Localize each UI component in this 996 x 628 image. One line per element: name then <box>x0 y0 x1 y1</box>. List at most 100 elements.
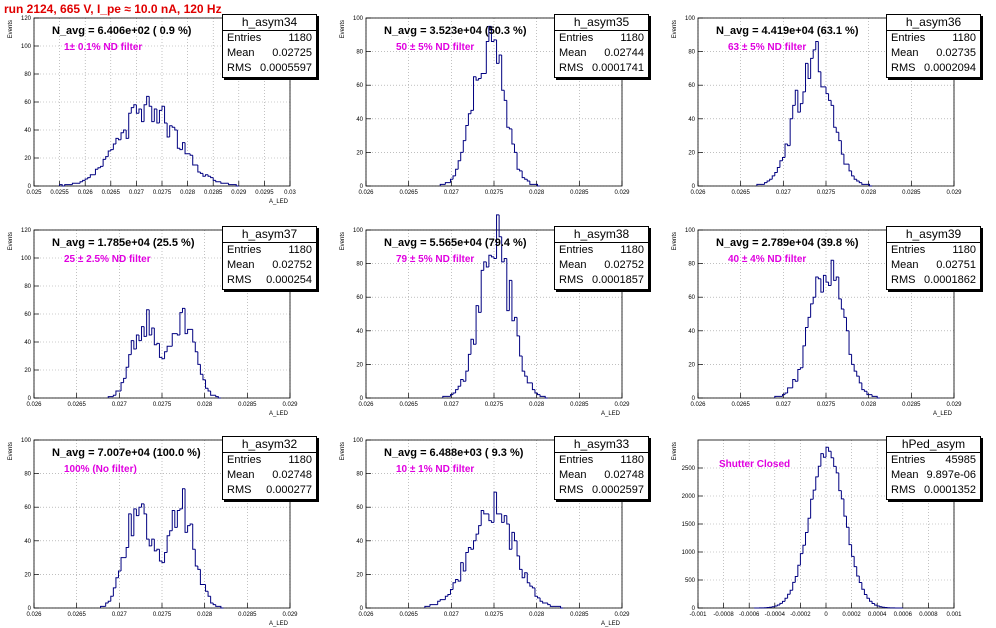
x-tick-label: -0.001 <box>689 612 707 618</box>
stats-rms-value: 0.0001741 <box>592 62 644 74</box>
y-tick-label: 80 <box>356 472 363 478</box>
histogram-panel-hPed_asym: -0.001 -0.0008 -0.0006 -0.0004 -0.0002 0 0.000… <box>664 422 989 628</box>
y-tick-label: 0 <box>28 184 32 190</box>
x-tick-label: 0.0275 <box>817 190 836 196</box>
x-tick-label: 0.0285 <box>902 190 921 196</box>
stats-title: h_asym32 <box>223 437 316 453</box>
stats-rms-value: 0.000277 <box>266 484 312 496</box>
x-tick-label: -0.0002 <box>790 612 811 618</box>
stats-mean-label: Mean <box>227 47 255 59</box>
stats-entries-label: Entries <box>559 454 594 466</box>
filter-annotation: 79 ± 5% ND filter <box>396 254 475 265</box>
stats-mean-row: Mean 0.02752 <box>555 258 648 273</box>
histogram-panel-h_asym35: 0.026 0.0265 0.027 0.0275 0.028 0.0285 0.029 0 2… <box>332 0 657 206</box>
stats-entries-row: Entries 1180 <box>887 243 980 258</box>
x-tick-label: -0.0008 <box>713 612 734 618</box>
stats-rms-label: RMS <box>891 274 916 286</box>
x-tick-label: 0.026 <box>26 612 42 618</box>
y-tick-label: 100 <box>353 228 364 234</box>
x-tick-label: 0.026 <box>358 190 374 196</box>
y-tick-label: 100 <box>353 438 364 444</box>
x-tick-label: 0.0275 <box>485 402 504 408</box>
x-tick-label: 0.0295 <box>255 190 274 196</box>
histogram-bins <box>107 307 221 399</box>
y-tick-label: 80 <box>24 472 31 478</box>
histogram-line <box>424 491 564 609</box>
stats-entries-row: Entries 45985 <box>887 453 980 468</box>
stats-entries-value: 45985 <box>945 454 976 466</box>
y-tick-label: 0 <box>360 184 364 190</box>
stats-rms-row: RMS 0.0001857 <box>555 273 648 288</box>
stats-mean-label: Mean <box>559 469 587 481</box>
y-tick-label: 60 <box>356 295 363 301</box>
x-tick-label: 0.027 <box>112 612 128 618</box>
x-tick-label: 0.028 <box>197 402 213 408</box>
stats-rms-label: RMS <box>227 274 252 286</box>
x-tick-label: 0.0265 <box>102 190 121 196</box>
x-tick-label: 0.0265 <box>67 402 86 408</box>
stats-entries-label: Entries <box>227 244 262 256</box>
stats-entries-row: Entries 1180 <box>555 243 648 258</box>
y-tick-label: 120 <box>21 228 32 234</box>
stats-box: hPed_asym Entries 45985 Mean 9.897e-06 RMS 0.0… <box>886 436 981 500</box>
histogram-line <box>442 214 548 399</box>
y-tick-label: 100 <box>685 228 696 234</box>
histogram-bins <box>442 214 548 399</box>
x-tick-label: 0.029 <box>614 402 630 408</box>
y-tick-label: 500 <box>685 578 696 584</box>
x-tick-label: 0.0285 <box>238 612 257 618</box>
y-tick-label: 0 <box>360 396 364 402</box>
x-tick-label: 0.027 <box>129 190 145 196</box>
stats-mean-value: 0.02751 <box>936 259 976 271</box>
x-tick-label: 0.026 <box>358 402 374 408</box>
y-tick-label: 20 <box>356 150 363 156</box>
y-tick-label: 0 <box>692 606 696 612</box>
y-axis-label: Events <box>672 232 678 250</box>
x-tick-label: 0.0004 <box>868 612 887 618</box>
stats-mean-row: Mean 0.02752 <box>223 258 316 273</box>
x-tick-label: 0.028 <box>197 612 213 618</box>
stats-entries-row: Entries 1180 <box>555 31 648 46</box>
stats-mean-row: Mean 9.897e-06 <box>887 468 980 483</box>
stats-rms-label: RMS <box>559 274 584 286</box>
stats-title: h_asym36 <box>887 15 980 31</box>
stats-rms-value: 0.0005597 <box>260 62 312 74</box>
y-axis-label: Events <box>8 20 14 38</box>
y-tick-label: 20 <box>356 572 363 578</box>
stats-mean-value: 0.02748 <box>272 469 312 481</box>
y-tick-label: 120 <box>21 16 32 22</box>
stats-rms-label: RMS <box>559 62 584 74</box>
y-tick-label: 80 <box>356 50 363 56</box>
stats-entries-value: 1180 <box>288 32 312 44</box>
filter-annotation: 1± 0.1% ND filter <box>64 42 143 53</box>
stats-rms-value: 0.0001352 <box>924 484 976 496</box>
x-tick-label: 0.0275 <box>153 190 172 196</box>
x-tick-label: 0.0275 <box>153 612 172 618</box>
stats-rms-label: RMS <box>559 484 584 496</box>
y-axis-label: Events <box>340 20 346 38</box>
stats-title: hPed_asym <box>887 437 980 453</box>
stats-mean-row: Mean 0.02735 <box>887 46 980 61</box>
x-tick-label: 0.0006 <box>894 612 913 618</box>
histogram-bins <box>424 491 564 609</box>
stats-entries-label: Entries <box>559 244 594 256</box>
filter-annotation: 40 ± 4% ND filter <box>728 254 807 265</box>
histogram-line <box>756 41 873 187</box>
y-tick-label: 60 <box>24 505 31 511</box>
x-tick-label: 0.0285 <box>238 402 257 408</box>
histogram-bins <box>100 488 224 609</box>
y-tick-label: 2500 <box>682 466 696 472</box>
stats-rms-value: 0.0002597 <box>592 484 644 496</box>
x-tick-label: 0.028 <box>180 190 196 196</box>
y-tick-label: 60 <box>356 83 363 89</box>
y-tick-label: 100 <box>685 16 696 22</box>
navg-label: N_avg = 6.406e+02 ( 0.9 %) <box>52 25 192 37</box>
stats-entries-value: 1180 <box>620 32 644 44</box>
x-tick-label: 0.027 <box>112 402 128 408</box>
y-tick-label: 40 <box>24 128 31 134</box>
histogram-panel-h_asym36: 0.026 0.0265 0.027 0.0275 0.028 0.0285 0.029 0 2… <box>664 0 989 206</box>
stats-mean-value: 0.02725 <box>272 47 312 59</box>
y-tick-label: 40 <box>688 329 695 335</box>
x-axis-label: A_LED <box>269 199 289 205</box>
y-tick-label: 100 <box>353 16 364 22</box>
